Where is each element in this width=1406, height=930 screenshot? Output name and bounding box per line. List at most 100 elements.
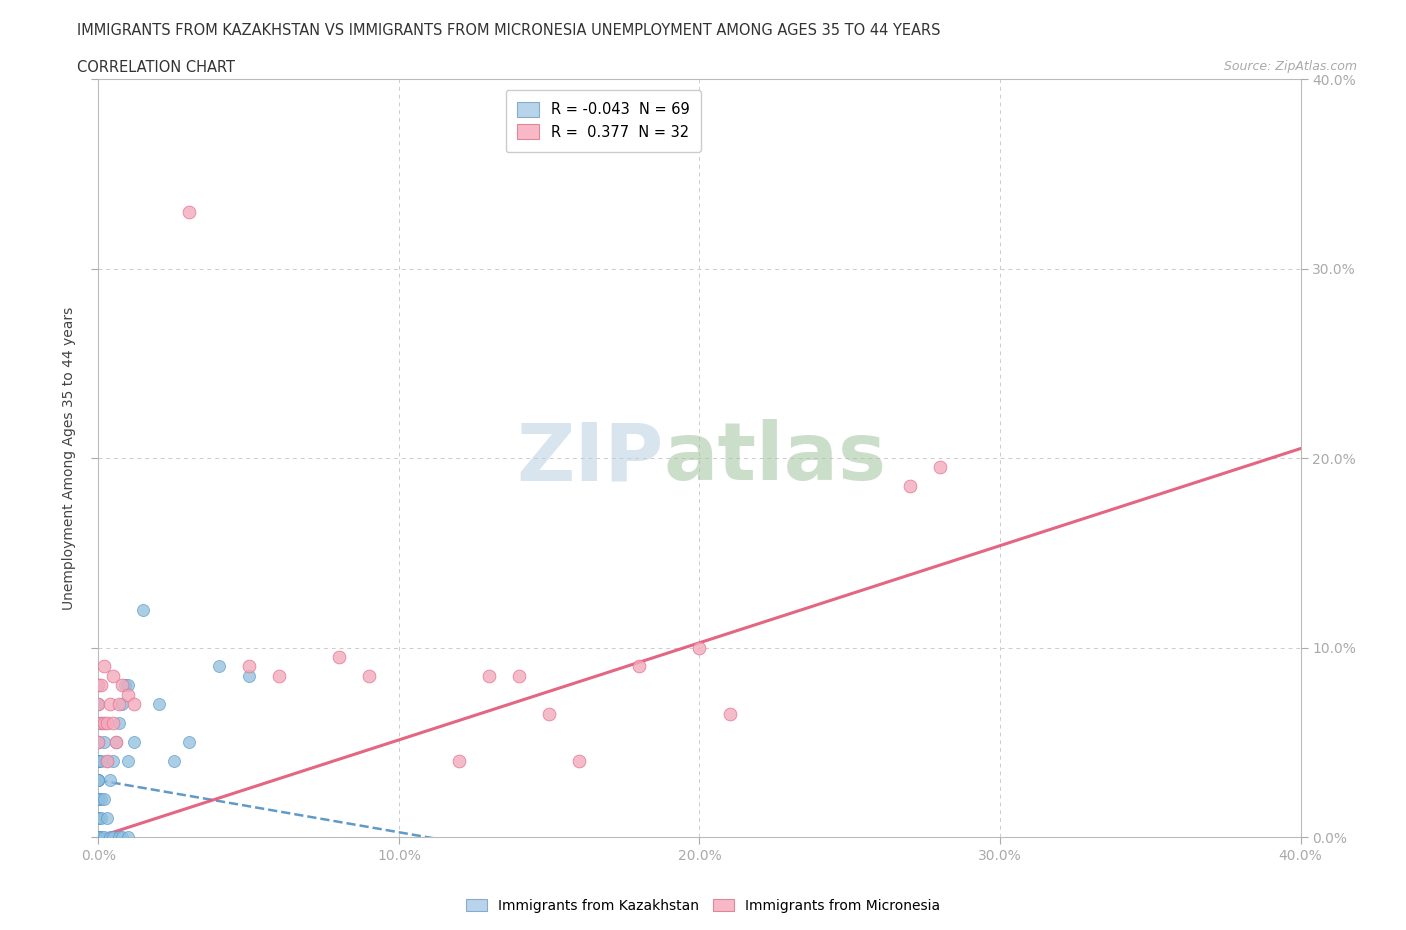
Point — [87, 830, 110, 844]
Point — [87, 753, 110, 768]
Point — [87, 830, 110, 844]
Point — [87, 678, 110, 693]
Point — [208, 659, 231, 674]
Point — [628, 659, 651, 674]
Point — [111, 830, 134, 844]
Y-axis label: Unemployment Among Ages 35 to 44 years: Unemployment Among Ages 35 to 44 years — [62, 306, 76, 610]
Point — [103, 716, 125, 731]
Point — [87, 735, 110, 750]
Point — [87, 791, 110, 806]
Point — [87, 753, 110, 768]
Point — [124, 697, 146, 711]
Point — [87, 830, 110, 844]
Point — [105, 735, 128, 750]
Point — [90, 830, 112, 844]
Point — [898, 479, 921, 494]
Point — [103, 830, 125, 844]
Point — [108, 716, 131, 731]
Point — [238, 659, 260, 674]
Point — [117, 678, 139, 693]
Point — [87, 697, 110, 711]
Point — [718, 707, 741, 722]
Point — [108, 697, 131, 711]
Point — [103, 669, 125, 684]
Point — [96, 753, 118, 768]
Point — [87, 678, 110, 693]
Point — [357, 669, 380, 684]
Point — [87, 830, 110, 844]
Legend: Immigrants from Kazakhstan, Immigrants from Micronesia: Immigrants from Kazakhstan, Immigrants f… — [461, 894, 945, 919]
Point — [87, 716, 110, 731]
Point — [93, 830, 115, 844]
Point — [87, 791, 110, 806]
Point — [87, 830, 110, 844]
Point — [929, 460, 952, 475]
Point — [87, 716, 110, 731]
Point — [447, 753, 470, 768]
Point — [87, 735, 110, 750]
Point — [117, 753, 139, 768]
Text: IMMIGRANTS FROM KAZAKHSTAN VS IMMIGRANTS FROM MICRONESIA UNEMPLOYMENT AMONG AGES: IMMIGRANTS FROM KAZAKHSTAN VS IMMIGRANTS… — [77, 23, 941, 38]
Point — [100, 697, 122, 711]
Point — [87, 697, 110, 711]
Point — [93, 716, 115, 731]
Point — [90, 716, 112, 731]
Point — [87, 830, 110, 844]
Point — [105, 735, 128, 750]
Point — [508, 669, 530, 684]
Point — [87, 830, 110, 844]
Point — [87, 716, 110, 731]
Point — [162, 753, 184, 768]
Point — [87, 735, 110, 750]
Point — [93, 735, 115, 750]
Point — [117, 830, 139, 844]
Point — [87, 753, 110, 768]
Point — [87, 773, 110, 788]
Point — [114, 678, 136, 693]
Point — [87, 697, 110, 711]
Point — [87, 716, 110, 731]
Point — [177, 735, 200, 750]
Text: ZIP: ZIP — [516, 419, 664, 497]
Text: CORRELATION CHART: CORRELATION CHART — [77, 60, 235, 75]
Point — [132, 603, 155, 618]
Point — [87, 773, 110, 788]
Point — [87, 753, 110, 768]
Point — [90, 678, 112, 693]
Point — [87, 830, 110, 844]
Point — [267, 669, 290, 684]
Point — [90, 753, 112, 768]
Point — [96, 753, 118, 768]
Point — [87, 830, 110, 844]
Point — [117, 687, 139, 702]
Point — [538, 707, 561, 722]
Point — [87, 716, 110, 731]
Text: Source: ZipAtlas.com: Source: ZipAtlas.com — [1223, 60, 1357, 73]
Point — [103, 753, 125, 768]
Point — [111, 678, 134, 693]
Point — [93, 659, 115, 674]
Point — [87, 753, 110, 768]
Point — [87, 773, 110, 788]
Point — [87, 773, 110, 788]
Point — [90, 791, 112, 806]
Point — [87, 811, 110, 826]
Point — [111, 697, 134, 711]
Point — [87, 791, 110, 806]
Point — [96, 811, 118, 826]
Point — [238, 669, 260, 684]
Point — [87, 830, 110, 844]
Point — [90, 811, 112, 826]
Point — [87, 830, 110, 844]
Point — [328, 649, 350, 664]
Point — [87, 830, 110, 844]
Point — [108, 830, 131, 844]
Point — [87, 830, 110, 844]
Point — [177, 205, 200, 219]
Text: atlas: atlas — [664, 419, 887, 497]
Legend: R = -0.043  N = 69, R =  0.377  N = 32: R = -0.043 N = 69, R = 0.377 N = 32 — [506, 90, 702, 152]
Point — [87, 735, 110, 750]
Point — [689, 640, 711, 655]
Point — [87, 830, 110, 844]
Point — [124, 735, 146, 750]
